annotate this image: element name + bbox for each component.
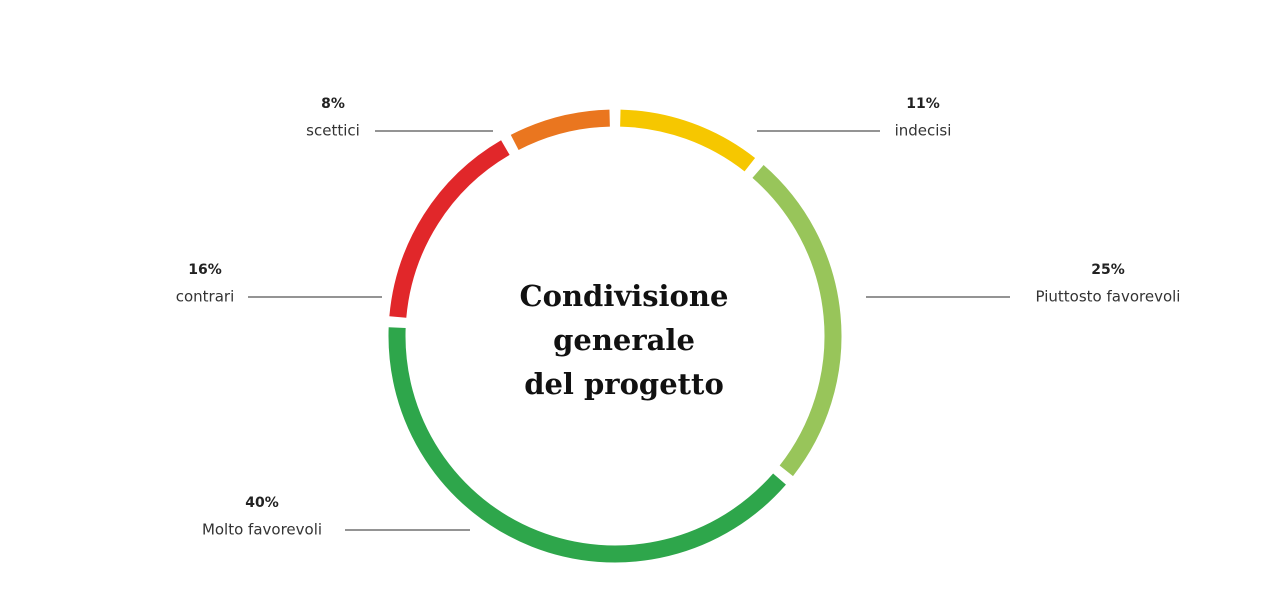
category-label: indecisi bbox=[895, 122, 952, 140]
donut-segment bbox=[752, 165, 842, 477]
chart-title: Condivisione bbox=[520, 279, 729, 313]
value-label: 40% bbox=[245, 495, 279, 511]
value-label: 8% bbox=[321, 96, 345, 112]
donut-segment bbox=[388, 327, 786, 563]
donut-segment bbox=[510, 109, 610, 151]
category-label: scettici bbox=[306, 122, 360, 140]
category-label: Piuttosto favorevoli bbox=[1036, 288, 1181, 306]
donut-segment bbox=[389, 140, 510, 318]
donut-segment bbox=[620, 109, 756, 172]
category-label: contrari bbox=[176, 288, 235, 306]
chart-title: generale bbox=[553, 323, 695, 357]
value-label: 16% bbox=[188, 262, 222, 278]
chart-title: del progetto bbox=[524, 367, 724, 401]
value-label: 11% bbox=[906, 96, 940, 112]
value-label: 25% bbox=[1091, 262, 1125, 278]
category-label: Molto favorevoli bbox=[202, 521, 322, 539]
